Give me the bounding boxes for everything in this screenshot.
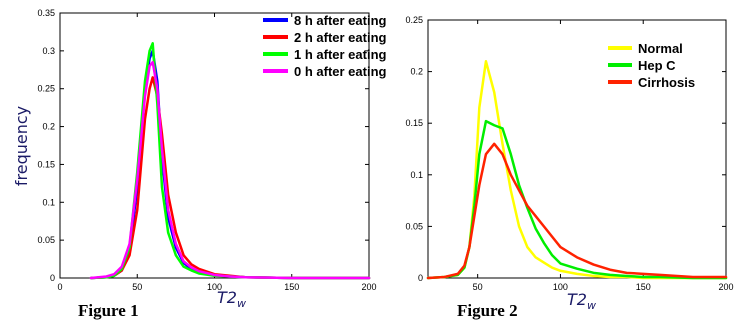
- plot-area-frame: [427, 19, 727, 279]
- x-tick-label: 150: [284, 282, 299, 292]
- y-tick-label: 0.15: [37, 159, 55, 169]
- y-tick-label: 0.15: [405, 118, 423, 128]
- plot-area-frame: [59, 12, 370, 279]
- y-tick-label: 0.2: [42, 122, 55, 132]
- legend-label-4: 0 h after eating: [294, 64, 387, 79]
- y-tick-label: 0.05: [405, 221, 423, 231]
- x-axis-label: T2w: [217, 288, 246, 310]
- legend-label-2: 2 h after eating: [294, 30, 387, 45]
- x-tick-label: 0: [57, 282, 62, 292]
- series-line-4: [89, 60, 371, 280]
- x-axis-label-main: T2: [567, 290, 587, 309]
- series-line-3: [426, 142, 728, 280]
- x-tick-label: 50: [132, 282, 142, 292]
- y-tick-label: 0.3: [42, 46, 55, 56]
- x-tick-label: 100: [553, 282, 568, 292]
- y-tick-label: 0: [418, 273, 423, 283]
- figure-caption: Figure 2: [457, 301, 518, 320]
- y-tick-label: 0.05: [37, 235, 55, 245]
- legend-label-1: Normal: [638, 41, 683, 56]
- legend-label-3: 1 h after eating: [294, 47, 387, 62]
- legend-label-1: 8 h after eating: [294, 13, 387, 28]
- y-tick-label: 0.1: [410, 170, 423, 180]
- x-tick-label: 50: [473, 282, 483, 292]
- legend-label-2: Hep C: [638, 58, 676, 73]
- x-tick-label: 100: [207, 282, 222, 292]
- chart-figure-1: 0 0.05 0.1 0.15 0.2 0.25 0.3 0.35 0 50 100 150 200 8 …: [12, 8, 387, 320]
- x-tick-label: 200: [718, 282, 733, 292]
- y-tick-label: 0: [50, 273, 55, 283]
- y-tick-label: 0.35: [37, 8, 55, 18]
- y-tick-label: 0.25: [405, 15, 423, 25]
- x-axis-label: T2w: [567, 290, 596, 312]
- chart-figure-2: 0 0.05 0.1 0.15 0.2 0.25 50 100 150 200 Normal Hep …: [405, 15, 733, 320]
- y-axis-label: frequency: [12, 106, 31, 186]
- y-tick-label: 0.1: [42, 197, 55, 207]
- x-axis-label-main: T2: [217, 288, 237, 307]
- x-axis-label-subscript: w: [587, 299, 596, 312]
- y-tick-label: 0.25: [37, 84, 55, 94]
- legend-label-3: Cirrhosis: [638, 75, 695, 90]
- x-axis-label-subscript: w: [237, 297, 246, 310]
- y-tick-label: 0.2: [410, 67, 423, 77]
- x-tick-label: 150: [636, 282, 651, 292]
- x-tick-label: 200: [361, 282, 376, 292]
- figure-caption: Figure 1: [78, 301, 139, 320]
